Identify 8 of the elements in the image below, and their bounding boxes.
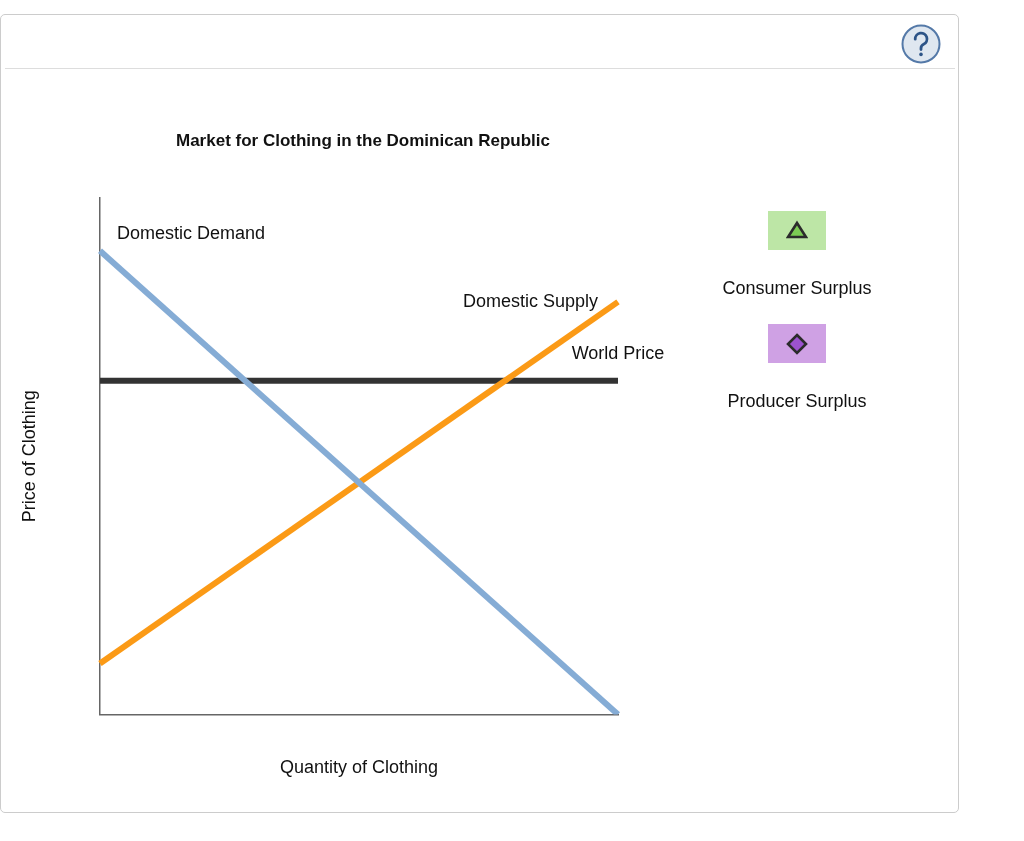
series-label: Domestic Demand bbox=[117, 222, 266, 243]
ref-line-label: World Price bbox=[571, 342, 665, 363]
chart-title: Market for Clothing in the Dominican Republic bbox=[175, 130, 551, 150]
x-axis-title: Quantity of Clothing bbox=[279, 757, 439, 778]
y-axis-title: Price of Clothing bbox=[18, 390, 39, 523]
annotation: Producer Surplus bbox=[726, 391, 868, 411]
annotation: Consumer Surplus bbox=[721, 278, 873, 298]
series-label: Domestic Supply bbox=[462, 290, 598, 311]
